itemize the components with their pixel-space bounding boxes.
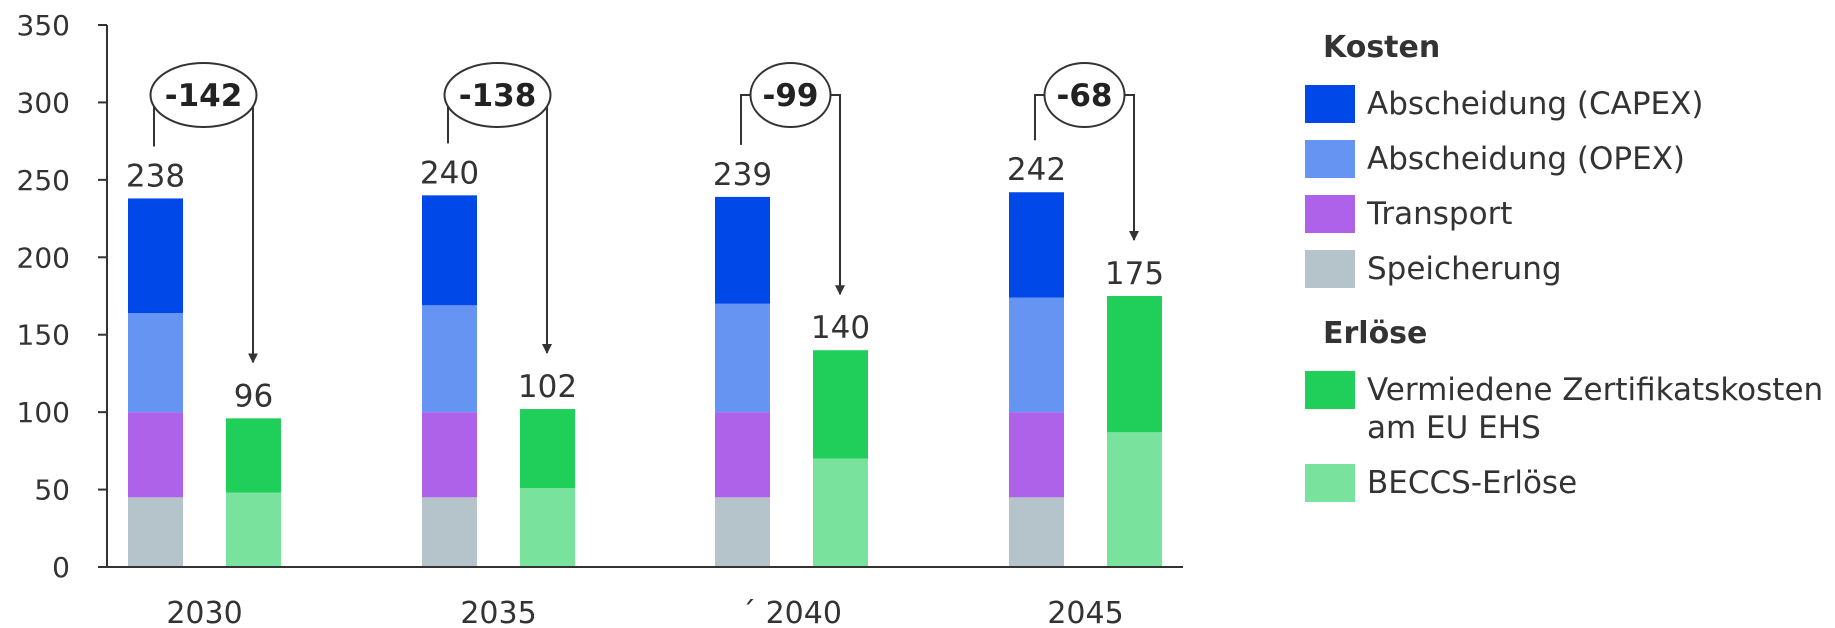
bar-segment-cost [422, 497, 477, 567]
revenue-total-label: 102 [518, 369, 577, 405]
x-tick-label: 2030 [166, 596, 242, 628]
x-tick-label: 2045 [1047, 596, 1123, 628]
legend-item-costs-2: Transport [1305, 195, 1830, 233]
legend-item-revenues-0: Vermiedene Zertifikatskosten am EU EHS [1305, 371, 1830, 447]
bar-segment-cost [1009, 412, 1064, 498]
legend-costs-list: Abscheidung (CAPEX) Abscheidung (OPEX) Tra… [1305, 85, 1830, 288]
bar-segment-cost [715, 196, 770, 304]
difference-bubble [1043, 62, 1126, 128]
bar-segment-cost [128, 497, 183, 567]
legend-item-revenues-1: BECCS-Erlöse [1305, 464, 1830, 502]
bar-segment-cost [422, 305, 477, 413]
annotations-layer: 238 96 -142 240 102 -138 239 140 -99 242 175 -68 [126, 62, 1164, 414]
bar-segment-cost [422, 195, 477, 306]
legend-label: Vermiedene Zertifikatskosten am EU EHS [1367, 372, 1824, 446]
bar-segment-cost [715, 412, 770, 498]
difference-arrow [203, 94, 258, 364]
legend-swatch [1305, 371, 1355, 409]
y-tick-label: 150 [17, 319, 70, 352]
difference-bubble [749, 62, 832, 128]
bar-segment-cost [1009, 497, 1064, 567]
legend-label: Abscheidung (OPEX) [1367, 141, 1686, 177]
y-tick-label: 250 [17, 164, 70, 197]
legend-item-costs-3: Speicherung [1305, 250, 1830, 288]
revenue-total-label: 175 [1105, 256, 1164, 292]
bar-segment-cost [128, 412, 183, 498]
difference-bubble [149, 62, 258, 128]
difference-label: -142 [165, 78, 243, 114]
cost-total-label: 239 [713, 157, 772, 193]
legend-revenues-list: Vermiedene Zertifikatskosten am EU EHS BE… [1305, 371, 1830, 502]
y-tick-label: 300 [17, 86, 70, 119]
bar-segment-revenue [226, 418, 281, 493]
bar-segment-revenue [813, 458, 868, 567]
legend-label: Transport [1367, 196, 1513, 232]
legend-swatch [1305, 195, 1355, 233]
y-tick-label: 200 [17, 241, 70, 274]
difference-label: -68 [1056, 78, 1112, 114]
legend-label: Speicherung [1367, 251, 1562, 287]
bar-segment-cost [128, 198, 183, 314]
y-tick-label: 100 [17, 396, 70, 429]
legend: Kosten Abscheidung (CAPEX) Abscheidung (O… [1305, 30, 1830, 519]
legend-item-costs-1: Abscheidung (OPEX) [1305, 140, 1830, 178]
legend-swatch [1305, 85, 1355, 123]
difference-label: -138 [459, 78, 537, 114]
bar-segment-cost [715, 303, 770, 413]
difference-label: -99 [762, 78, 818, 114]
bar-segment-cost [422, 412, 477, 498]
revenue-total-label: 96 [234, 378, 273, 414]
bar-segment-revenue [226, 492, 281, 567]
legend-swatch [1305, 464, 1355, 502]
cost-total-label: 242 [1007, 152, 1066, 188]
bar-segment-cost [1009, 297, 1064, 413]
cost-total-label: 240 [420, 155, 479, 191]
legend-label: Abscheidung (CAPEX) [1367, 86, 1704, 122]
legend-heading-revenues: Erlöse [1323, 316, 1428, 351]
bar-segment-revenue [1107, 296, 1162, 433]
bar-segment-cost [128, 313, 183, 413]
bar-segment-revenue [813, 350, 868, 459]
legend-heading-costs: Kosten [1323, 30, 1441, 65]
bar-segment-cost [715, 497, 770, 567]
bar-segment-cost [1009, 192, 1064, 298]
axes-layer: 0 50 100 150 200 250 300 350 2030 2035 ´ 2040 2045 [17, 9, 1183, 628]
bar-segment-revenue [1107, 432, 1162, 567]
bars-layer [128, 192, 1162, 567]
revenue-total-label: 140 [811, 310, 870, 346]
cost-total-label: 238 [126, 158, 185, 194]
y-tick-label: 50 [34, 474, 70, 507]
y-tick-label: 0 [52, 551, 70, 584]
difference-bubble [443, 62, 552, 128]
x-tick-label: ´ 2040 [741, 596, 842, 628]
y-tick-label: 350 [17, 9, 70, 42]
legend-swatch [1305, 140, 1355, 178]
bar-segment-revenue [520, 488, 575, 567]
legend-swatch [1305, 250, 1355, 288]
bar-segment-revenue [520, 409, 575, 489]
difference-arrow [497, 94, 552, 355]
legend-label: BECCS-Erlöse [1367, 465, 1578, 501]
x-tick-label: 2035 [460, 596, 536, 628]
legend-item-costs-0: Abscheidung (CAPEX) [1305, 85, 1830, 123]
